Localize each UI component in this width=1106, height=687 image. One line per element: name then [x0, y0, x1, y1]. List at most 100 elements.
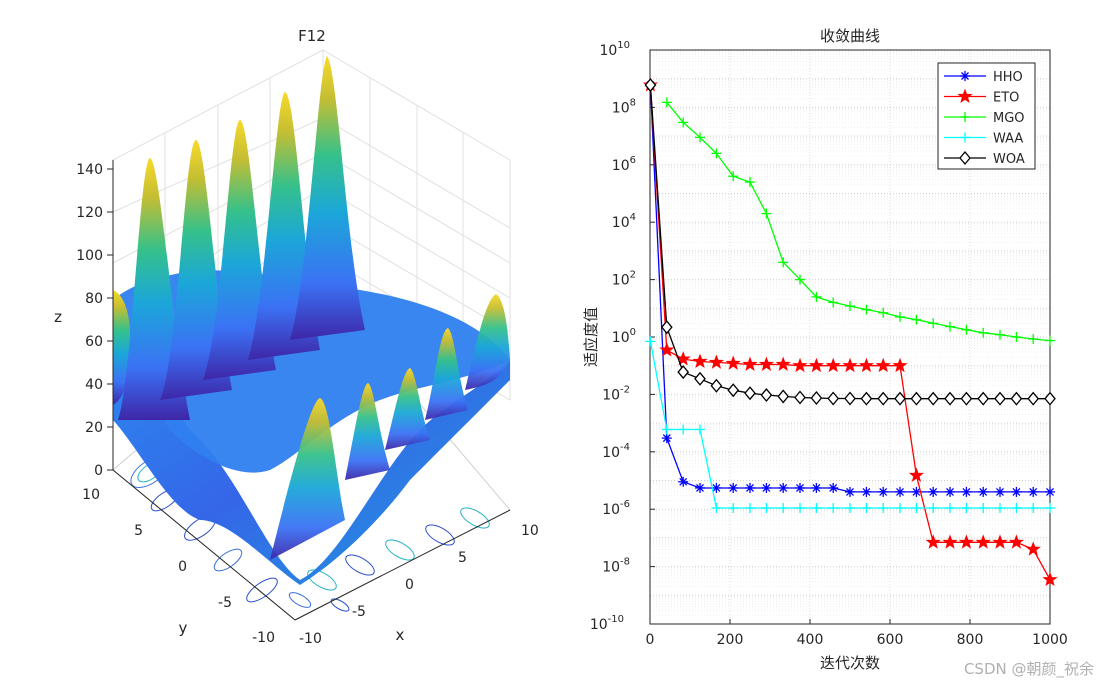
data-point	[845, 503, 855, 514]
y-tick-label: 5	[134, 523, 143, 539]
marker-shape	[744, 386, 756, 401]
data-point	[995, 503, 1005, 514]
data-point	[1010, 391, 1023, 406]
data-point	[1011, 332, 1022, 342]
convergence-series	[642, 77, 1058, 587]
marker-stroke	[962, 487, 971, 496]
marker-stroke	[796, 483, 804, 492]
data-point	[711, 482, 722, 493]
y-tick-label: 10-10	[590, 614, 624, 633]
data-point	[710, 378, 723, 393]
marker-shape	[858, 357, 874, 373]
data-point	[777, 389, 790, 404]
data-point	[644, 78, 657, 93]
y-tick-label: 10-4	[602, 442, 630, 461]
y-tick-exponent: 0	[630, 327, 636, 338]
z-tick-label: 0	[94, 463, 103, 479]
y-tick-exponent: 8	[630, 97, 636, 108]
y-tick-label: 10-6	[602, 499, 630, 518]
data-point	[1027, 391, 1040, 406]
data-point	[978, 327, 989, 338]
marker-stroke	[829, 483, 838, 492]
data-point	[778, 257, 789, 268]
marker-shape	[708, 354, 724, 369]
data-point	[861, 486, 872, 497]
x-tick-label: 5	[458, 550, 467, 566]
marker-shape	[792, 357, 808, 373]
z-tick-label: 120	[76, 205, 103, 221]
data-point	[728, 482, 739, 493]
y-tick-exponent: 10	[617, 40, 630, 51]
y-tick-label: -10	[252, 630, 275, 646]
data-point	[961, 503, 972, 514]
data-point	[875, 357, 891, 373]
data-point	[860, 391, 873, 406]
marker-shape	[694, 371, 706, 386]
marker-shape	[1027, 391, 1040, 406]
y-tick-label: 1010	[599, 40, 630, 59]
data-point	[878, 486, 889, 497]
y-tick-label: 108	[612, 97, 636, 116]
data-point	[645, 336, 656, 347]
data-point	[861, 304, 872, 315]
data-point	[958, 534, 974, 549]
data-point	[978, 503, 989, 514]
data-point	[858, 357, 874, 373]
data-point	[678, 476, 689, 487]
surface-mesh	[113, 56, 510, 585]
marker-stroke	[1012, 487, 1021, 496]
y-tick-label: 10-2	[602, 384, 630, 403]
data-point	[778, 482, 789, 493]
y-tick-exponent: -4	[620, 442, 630, 453]
marker-shape	[760, 388, 773, 403]
marker-stroke	[762, 483, 771, 492]
x-tick-label: 0	[405, 577, 414, 593]
z-tick-label: 40	[85, 377, 103, 393]
marker-shape	[725, 355, 741, 370]
convergence-title: 收敛曲线	[820, 27, 880, 45]
marker-stroke	[879, 487, 888, 496]
data-point	[1042, 571, 1058, 587]
data-point	[811, 291, 822, 302]
data-point	[961, 486, 972, 497]
data-point	[745, 482, 755, 493]
y-tick-label: 10	[82, 487, 100, 503]
marker-shape	[860, 391, 873, 406]
marker-shape	[827, 391, 840, 406]
data-point	[758, 356, 774, 371]
data-point	[677, 365, 690, 380]
legend: HHO ETO MGO WAA WOA	[937, 62, 1036, 170]
data-point	[844, 391, 856, 406]
marker-stroke	[696, 483, 704, 492]
data-point	[1028, 486, 1039, 497]
z-tick-label: 140	[76, 162, 103, 178]
y-tick-exponent: -10	[608, 614, 624, 625]
marker-shape	[992, 534, 1008, 549]
legend-entry: MGO	[944, 111, 1025, 126]
data-point	[927, 391, 940, 406]
x-tick-labels: -10 -5 0 5 10	[299, 523, 539, 647]
data-point	[695, 132, 705, 143]
data-point	[995, 486, 1005, 497]
data-point	[977, 391, 990, 406]
data-point	[1025, 541, 1041, 556]
data-point	[861, 503, 872, 514]
data-point	[908, 467, 924, 482]
z-tick-label: 20	[85, 420, 103, 436]
x-tick-label: 400	[797, 632, 824, 648]
convergence-y-axis-label: 适应度值	[582, 307, 600, 367]
data-point	[945, 321, 955, 332]
y-tick-label: 104	[612, 212, 636, 231]
data-point	[994, 391, 1006, 406]
marker-shape	[994, 391, 1006, 406]
marker-stroke	[679, 477, 688, 486]
marker-shape	[875, 357, 891, 373]
data-point	[945, 503, 955, 514]
data-point	[928, 318, 939, 329]
y-tick-exponent: 4	[630, 212, 636, 223]
marker-shape	[927, 391, 940, 406]
data-point	[775, 356, 791, 371]
data-point	[825, 357, 841, 373]
y-tick-exponent: -6	[620, 499, 630, 510]
data-point	[795, 482, 805, 493]
